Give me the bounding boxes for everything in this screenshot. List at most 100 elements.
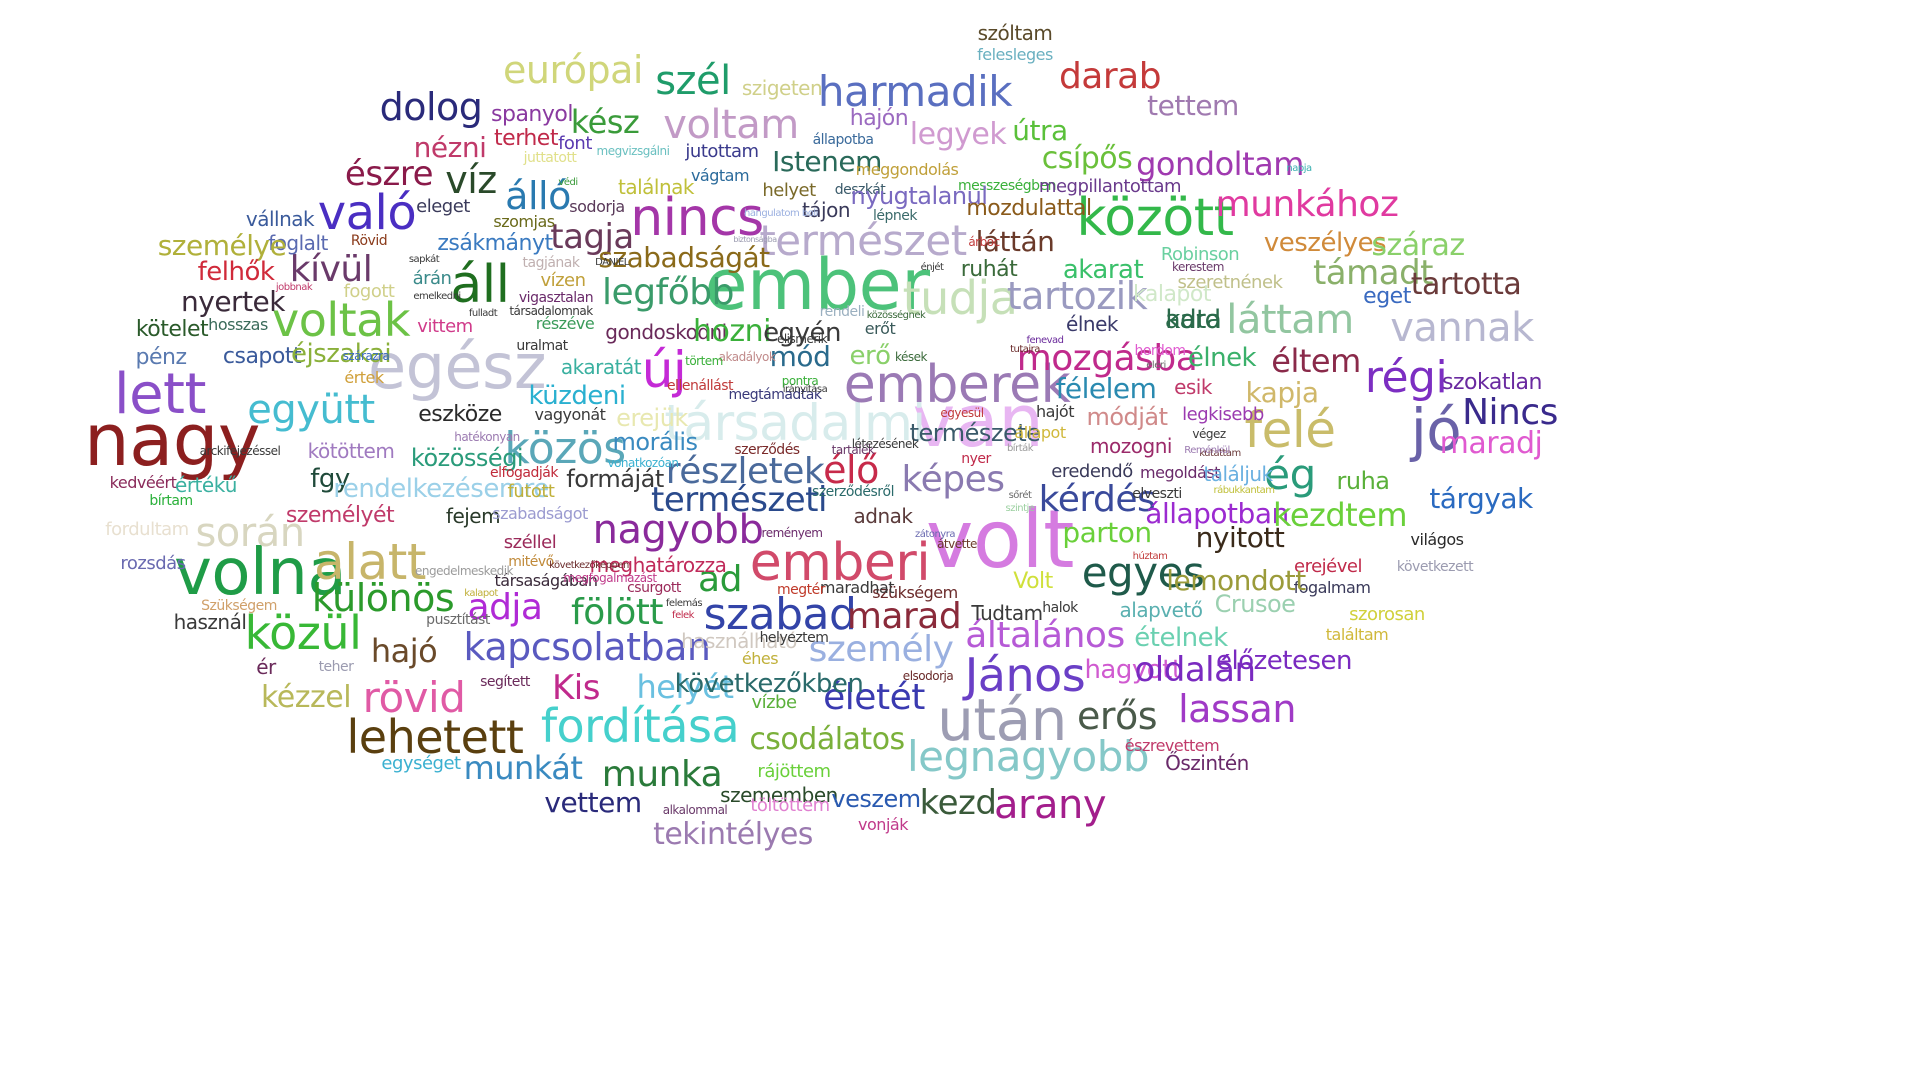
word: éltem <box>1271 342 1361 380</box>
word: ad <box>698 559 742 600</box>
word: gondoskodni <box>605 320 727 344</box>
word: szerződésről <box>812 484 894 500</box>
word: víz <box>445 158 497 202</box>
word: elismerik <box>776 332 828 346</box>
word: fogalmam <box>1293 578 1371 597</box>
word: vonatkozóan <box>607 456 679 470</box>
word: munkát <box>463 749 583 787</box>
word: tárgyak <box>1429 482 1533 515</box>
word: futott <box>507 481 555 502</box>
word: veszélyes <box>1263 228 1387 258</box>
word: pénz <box>135 345 188 370</box>
word: kerestem <box>1172 260 1225 274</box>
word: mitévő <box>508 554 554 570</box>
word: tutajra <box>1010 344 1040 355</box>
word: megpillantottam <box>1038 176 1182 197</box>
word: állapotba <box>812 132 874 148</box>
word: töltöttem <box>750 795 830 816</box>
word: Volt <box>1013 569 1053 594</box>
word: spanyol <box>491 102 573 127</box>
word: kézzel <box>260 680 352 715</box>
word: kapja <box>1245 376 1319 409</box>
word: erejük <box>616 404 688 432</box>
word: irányítása <box>782 384 828 395</box>
word: vágtam <box>690 166 750 185</box>
word: hajót <box>1036 402 1074 421</box>
word: akadályok <box>718 350 776 364</box>
word: csípős <box>1041 141 1133 176</box>
word: erőt <box>864 319 896 338</box>
word: jobbnak <box>275 282 313 293</box>
word: mód <box>769 340 831 373</box>
word: kapcsolatban <box>463 625 711 669</box>
word: deszkát <box>834 182 886 198</box>
word: törtem <box>685 354 723 368</box>
word: szükségem <box>872 583 958 602</box>
word: vonják <box>858 815 908 834</box>
word: rozsdás <box>120 553 186 574</box>
word: észre <box>344 154 434 194</box>
word: közösségnek <box>866 310 926 321</box>
word: maradhat <box>819 578 895 597</box>
word: lemondott <box>1166 564 1306 597</box>
word: észrevettem <box>1124 736 1220 755</box>
word: kalapot <box>1133 282 1211 307</box>
word: értek <box>344 368 384 387</box>
word: engedelmeskedik <box>415 564 513 578</box>
word: parton <box>1062 516 1152 549</box>
word: általános <box>965 615 1125 656</box>
word: gondoltam <box>1136 145 1304 183</box>
word: kalapot <box>464 588 498 599</box>
word: arany <box>994 782 1107 828</box>
word: tekintélyes <box>653 817 813 852</box>
word: veszem <box>831 785 921 813</box>
word: maradj <box>1439 426 1543 461</box>
word: formáját <box>566 465 664 493</box>
word: vízen <box>540 270 586 291</box>
word: rendelkezésemre <box>333 474 549 504</box>
word: részéve <box>535 314 595 333</box>
word: ellenállást <box>666 378 734 394</box>
word: ég <box>1264 450 1316 499</box>
word: szél <box>655 58 731 104</box>
word: árán <box>412 268 452 289</box>
word: szintje <box>1005 503 1035 514</box>
word: legnagyobb <box>906 732 1150 781</box>
word: csurgott <box>627 580 681 596</box>
word: eléri <box>1146 360 1166 371</box>
word: szorosan <box>1349 604 1425 625</box>
word: legyek <box>909 117 1007 152</box>
word: tájon <box>801 198 851 222</box>
word: legfőbb <box>602 272 734 313</box>
word: jutottam <box>685 141 759 162</box>
word: találnak <box>618 175 694 199</box>
word: tartozik <box>1006 274 1148 318</box>
word: láttam <box>1226 297 1354 343</box>
word: természeti <box>651 480 827 520</box>
word: munka <box>601 754 723 795</box>
word: segített <box>480 674 530 690</box>
word: harmadik <box>817 67 1013 116</box>
word: vízbe <box>751 692 797 713</box>
word: adja <box>467 587 543 628</box>
word: küzdeni <box>528 381 626 411</box>
word: állapotban <box>1145 497 1289 530</box>
word: volt <box>926 493 1074 586</box>
word: elsodorja <box>902 669 954 683</box>
word: bírtam <box>149 493 193 509</box>
word: ruhát <box>960 257 1018 282</box>
word: nagyobb <box>592 507 764 553</box>
word: félelem <box>1055 372 1157 405</box>
word: áll <box>450 255 510 315</box>
word: régi <box>1364 352 1448 403</box>
word: vagyonát <box>534 405 606 424</box>
word: dolog <box>379 85 483 129</box>
word: meghatározza <box>589 553 727 577</box>
word: személyét <box>285 503 395 528</box>
word: száraz <box>1371 228 1465 263</box>
word: kések <box>895 350 928 364</box>
word: társadalmi <box>664 394 926 452</box>
word: széllel <box>503 532 557 553</box>
word: fogott <box>343 281 395 302</box>
word: élő <box>823 448 879 492</box>
